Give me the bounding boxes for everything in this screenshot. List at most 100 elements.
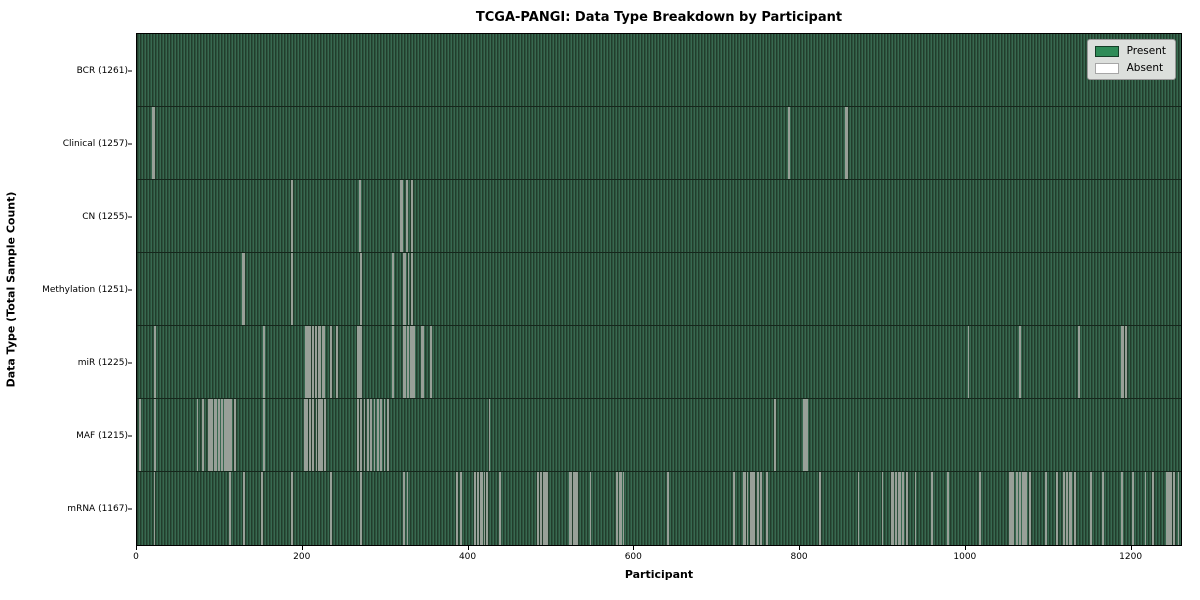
absent-stripe — [305, 326, 308, 398]
absent-stripe — [544, 472, 546, 545]
absent-stripe — [759, 472, 762, 545]
absent-stripe — [357, 399, 359, 471]
absent-stripe — [667, 472, 670, 545]
absent-stripe — [1121, 472, 1124, 545]
absent-stripe — [857, 472, 860, 545]
absent-stripe — [154, 326, 157, 398]
absent-stripe — [196, 399, 199, 471]
absent-stripe — [1144, 472, 1147, 545]
absent-stripe — [329, 326, 332, 398]
absent-stripe — [358, 180, 361, 252]
legend-present-label: Present — [1126, 45, 1166, 57]
heatmap-row-mrna — [137, 472, 1181, 545]
absent-stripe — [321, 399, 324, 471]
absent-stripe — [1074, 472, 1077, 545]
y-tick-mark — [128, 70, 132, 71]
present-swatch — [1094, 45, 1119, 57]
absent-stripe — [312, 399, 315, 471]
absent-stripe — [537, 472, 540, 545]
absent-stripe — [380, 399, 382, 471]
absent-stripe — [757, 472, 760, 545]
absent-stripe — [946, 472, 949, 545]
absent-stripe — [1045, 472, 1048, 545]
absent-stripe — [1018, 326, 1021, 398]
absent-stripe — [290, 472, 293, 545]
absent-stripe — [413, 326, 416, 398]
legend: Present Absent — [1086, 39, 1176, 80]
absent-stripe — [383, 399, 386, 471]
absent-stripe — [753, 472, 756, 545]
absent-stripe — [1078, 326, 1081, 398]
absent-stripe — [967, 326, 970, 398]
absent-stripe — [230, 399, 233, 471]
y-tick-label-cn: CN (1255) — [82, 211, 128, 222]
absent-stripe — [373, 399, 376, 471]
absent-stripe — [218, 399, 220, 471]
absent-stripe — [429, 326, 432, 398]
absent-stripe — [1025, 472, 1028, 545]
x-tick-mark — [136, 546, 137, 550]
absent-stripe — [221, 399, 224, 471]
absent-stripe — [914, 472, 917, 545]
absent-stripe — [1166, 472, 1169, 545]
absent-stripe — [360, 472, 363, 545]
absent-stripe — [1102, 472, 1105, 545]
absent-stripe — [1018, 472, 1021, 545]
x-tick-mark — [1130, 546, 1132, 550]
absent-stripe — [291, 253, 294, 325]
absent-stripe — [153, 472, 156, 545]
absent-stripe — [1066, 472, 1068, 545]
x-tick-label: 0 — [133, 552, 139, 562]
absent-stripe — [539, 472, 542, 545]
heatmap-row-clinical — [137, 107, 1181, 180]
absent-stripe — [1028, 472, 1031, 545]
absent-stripe — [411, 253, 414, 325]
absent-stripe — [211, 399, 214, 471]
absent-stripe — [474, 472, 477, 545]
absent-stripe — [233, 399, 236, 471]
y-tick-label-mir: miR (1225) — [77, 357, 128, 368]
x-axis-ticks: 0 200 400 600 800 1000 1200 — [133, 546, 1182, 576]
y-tick-mark — [128, 508, 132, 509]
absent-stripe — [481, 472, 483, 545]
absent-stripe — [386, 399, 389, 471]
absent-stripe — [1172, 472, 1175, 545]
x-tick-mark — [633, 546, 635, 550]
absent-stripe — [262, 326, 265, 398]
absent-stripe — [329, 472, 332, 545]
absent-stripe — [1122, 326, 1125, 398]
absent-stripe — [979, 472, 981, 545]
absent-stripe — [228, 472, 231, 545]
absent-stripe — [403, 472, 406, 545]
x-tick-mark — [301, 546, 303, 550]
absent-stripe — [360, 326, 363, 398]
absent-stripe — [360, 399, 363, 471]
chart-title: TCGA-PANGI: Data Type Breakdown by Parti… — [475, 10, 843, 25]
absent-stripe — [410, 180, 413, 252]
absent-stripe — [1070, 472, 1072, 545]
absent-stripe — [902, 472, 904, 545]
absent-stripe — [422, 326, 425, 398]
absent-stripe — [570, 472, 573, 545]
absent-stripe — [357, 326, 360, 398]
absent-stripe — [314, 326, 317, 398]
absent-stripe — [407, 326, 410, 398]
absent-stripe — [154, 399, 157, 471]
absent-stripe — [242, 472, 245, 545]
absent-stripe — [391, 326, 394, 398]
absent-stripe — [1170, 472, 1173, 545]
absent-stripe — [620, 472, 622, 545]
absent-stripe — [1090, 472, 1092, 545]
y-tick-label-clinical: Clinical (1257) — [62, 138, 128, 149]
absent-stripe — [733, 472, 736, 545]
absent-stripe — [906, 472, 909, 545]
absent-stripe — [615, 472, 618, 545]
absent-stripe — [309, 326, 311, 398]
heatmap-row-methylation — [137, 253, 1181, 326]
x-tick-mark — [467, 546, 469, 550]
y-tick-label-methylation: Methylation (1251) — [42, 284, 128, 295]
absent-stripe — [488, 399, 491, 471]
absent-stripe — [410, 326, 413, 398]
absent-stripe — [898, 472, 901, 545]
